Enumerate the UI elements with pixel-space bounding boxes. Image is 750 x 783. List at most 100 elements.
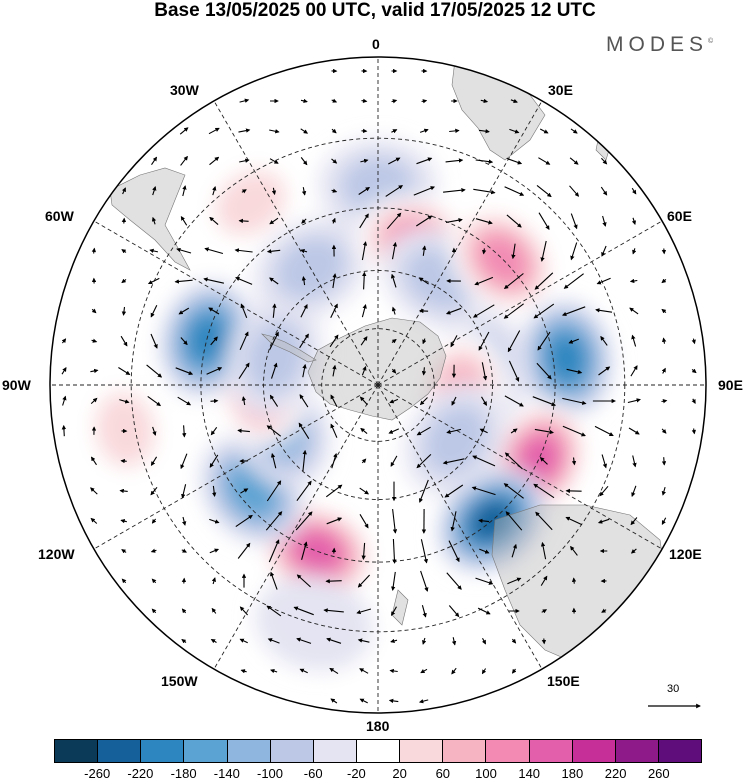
wind-vector [570, 242, 578, 261]
wind-vector [90, 368, 99, 374]
wind-vector [503, 483, 524, 499]
wind-vector [330, 423, 338, 438]
wind-vector [450, 335, 458, 348]
wind-vector [181, 425, 187, 438]
antarctica-landmass [307, 317, 447, 421]
wind-vector [385, 185, 404, 197]
wind-vector [594, 425, 614, 437]
wind-vector [331, 128, 337, 134]
wind-vector [631, 485, 637, 498]
wind-vector [511, 243, 516, 260]
wind-vector [269, 129, 280, 134]
wind-vector [661, 428, 667, 434]
anomaly-contour [214, 170, 286, 236]
wind-vector [451, 637, 457, 646]
wind-vector [422, 637, 427, 645]
wind-vector [445, 158, 464, 163]
colorbar-tick-label: 60 [435, 766, 451, 781]
wind-vector [240, 488, 249, 494]
wind-vector [475, 218, 493, 225]
wind-vector [478, 129, 490, 134]
colorbar-tick-label: 180 [561, 766, 584, 781]
wind-vector [504, 395, 524, 407]
wind-vector [596, 277, 611, 285]
wind-vector [511, 543, 517, 558]
wind-vector [595, 308, 613, 313]
wind-vector [536, 184, 552, 198]
wind-vector [420, 668, 428, 674]
anomaly-contour [254, 575, 374, 672]
wind-vector [534, 428, 554, 435]
wind-vector [302, 363, 307, 378]
meridian-line [93, 384, 379, 550]
wind-vector [630, 517, 638, 526]
wind-vector [239, 98, 250, 103]
lon-label-180: 180 [366, 718, 390, 734]
wind-vector [444, 484, 464, 498]
wind-vector [474, 276, 494, 286]
wind-vector [419, 397, 428, 406]
wind-vector [599, 485, 609, 497]
wind-vector [204, 247, 224, 255]
wind-vector [391, 306, 397, 315]
wind-vector [563, 273, 584, 289]
wind-vector [121, 549, 127, 554]
wind-vector [357, 574, 371, 588]
brand-mark: © [708, 38, 714, 45]
map-border [49, 56, 707, 714]
wind-vector [449, 128, 460, 134]
wind-vector [600, 186, 608, 196]
wind-vector [330, 394, 338, 408]
wind-vector [269, 394, 279, 407]
wind-vector [503, 273, 524, 290]
brand-text: MODES [606, 33, 709, 56]
colorbar-cell [356, 740, 401, 762]
wind-vector [331, 98, 338, 103]
wind-vector [150, 333, 158, 349]
wind-vector [240, 669, 247, 674]
graticule [50, 57, 706, 713]
lon-label-120w: 120W [38, 546, 75, 562]
wind-vector [448, 540, 460, 563]
wind-vector [150, 456, 158, 466]
wind-vector [209, 454, 219, 468]
wind-vector [175, 367, 194, 375]
anomaly-contour [244, 319, 306, 395]
wind-vector [536, 362, 552, 380]
wind-vector [121, 249, 127, 254]
wind-vector [418, 277, 429, 285]
wind-vector [481, 396, 487, 406]
colorbar-cell [313, 740, 357, 762]
wind-vector [301, 276, 307, 286]
wind-vector [295, 511, 313, 531]
wind-vector [511, 668, 517, 674]
wind-vector [90, 517, 98, 524]
wind-vector [358, 187, 371, 195]
wind-vector [180, 155, 188, 166]
wind-vector [331, 452, 338, 469]
wind-vector [481, 362, 488, 381]
wind-vector [601, 245, 607, 257]
wind-vector [504, 186, 525, 196]
wind-vector [61, 367, 67, 375]
wind-vector [300, 304, 308, 318]
wind-vector [416, 215, 433, 227]
wind-vector [478, 518, 490, 524]
wind-vector [182, 516, 187, 526]
wind-vector [506, 157, 523, 165]
colorbar-tick-label: -180 [170, 766, 197, 781]
wind-vector [61, 424, 67, 437]
wind-vector [323, 608, 344, 613]
wind-scale-label: 30 [667, 683, 680, 695]
wind-vector [391, 606, 397, 617]
wind-vector [533, 303, 555, 319]
wind-vector [120, 458, 127, 464]
wind-vector [539, 456, 548, 465]
wind-vector [391, 338, 397, 344]
wind-vector [631, 217, 637, 226]
wind-vector [416, 157, 433, 165]
wind-vector [121, 278, 127, 284]
wind-vector [332, 364, 337, 377]
wind-vector [632, 248, 637, 255]
wind-vector [602, 215, 607, 227]
